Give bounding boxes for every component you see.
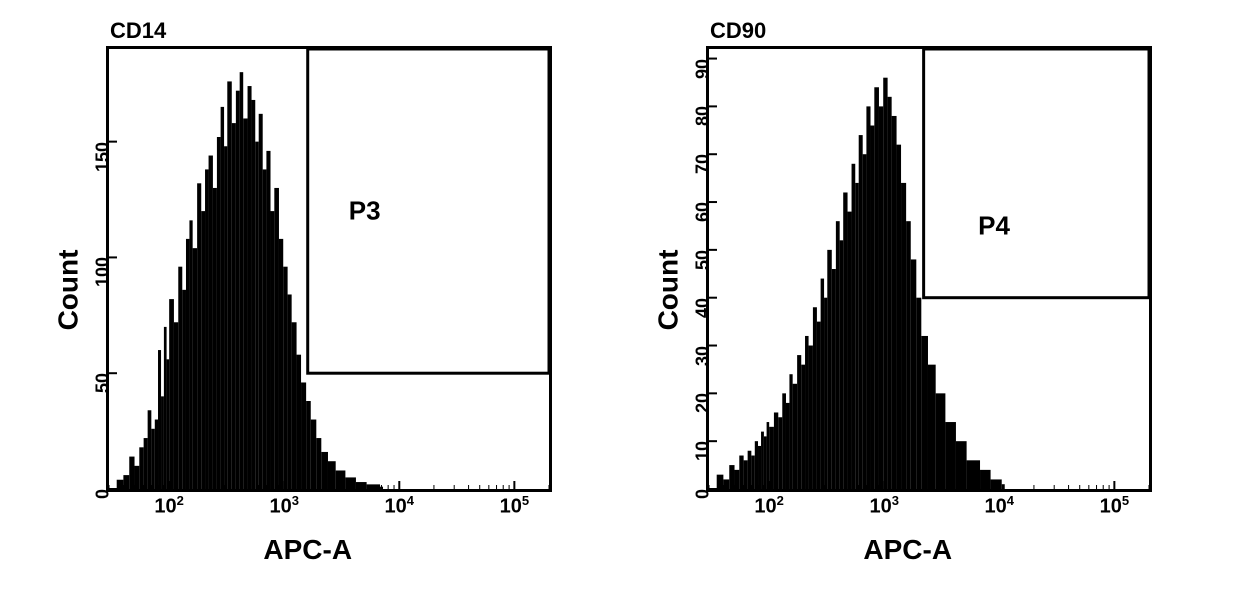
ytick-label: 10 (693, 441, 714, 461)
panel-cd14: CD14 Count P3 050100150102103104105 APC-… (20, 20, 560, 560)
plot-svg-0 (109, 49, 549, 489)
chart-container: CD14 Count P3 050100150102103104105 APC-… (20, 20, 1220, 560)
x-axis-label: APC-A (863, 534, 952, 566)
xtick-label: 102 (754, 493, 783, 519)
ytick-label: 90 (693, 59, 714, 79)
ytick-label: 80 (693, 106, 714, 126)
xtick-label: 102 (154, 493, 183, 519)
xtick-label: 105 (1100, 493, 1129, 519)
y-axis-label: Count (52, 250, 84, 331)
panel-title: CD90 (710, 18, 766, 44)
ytick-label: 60 (693, 202, 714, 222)
panel-cd90: CD90 Count P4 01020304050607080901021031… (620, 20, 1160, 560)
panel-title: CD14 (110, 18, 166, 44)
ytick-label: 0 (693, 489, 714, 499)
ytick-label: 20 (693, 393, 714, 413)
xtick-label: 103 (869, 493, 898, 519)
ytick-label: 30 (693, 346, 714, 366)
plot-frame-1: P4 0102030405060708090102103104105 (706, 46, 1152, 492)
gate-label-1: P4 (978, 210, 1010, 241)
gate-label-0: P3 (349, 196, 381, 227)
plot-frame-0: P3 050100150102103104105 (106, 46, 552, 492)
xtick-label: 104 (385, 493, 414, 519)
ytick-label: 70 (693, 154, 714, 174)
ytick-label: 0 (93, 489, 114, 499)
ytick-label: 150 (93, 142, 114, 172)
plot-svg-1 (709, 49, 1149, 489)
ytick-label: 100 (93, 257, 114, 287)
x-axis-label: APC-A (263, 534, 352, 566)
xtick-label: 103 (269, 493, 298, 519)
xtick-label: 104 (985, 493, 1014, 519)
ytick-label: 40 (693, 298, 714, 318)
xtick-label: 105 (500, 493, 529, 519)
ytick-label: 50 (693, 250, 714, 270)
y-axis-label: Count (652, 250, 684, 331)
ytick-label: 50 (93, 373, 114, 393)
